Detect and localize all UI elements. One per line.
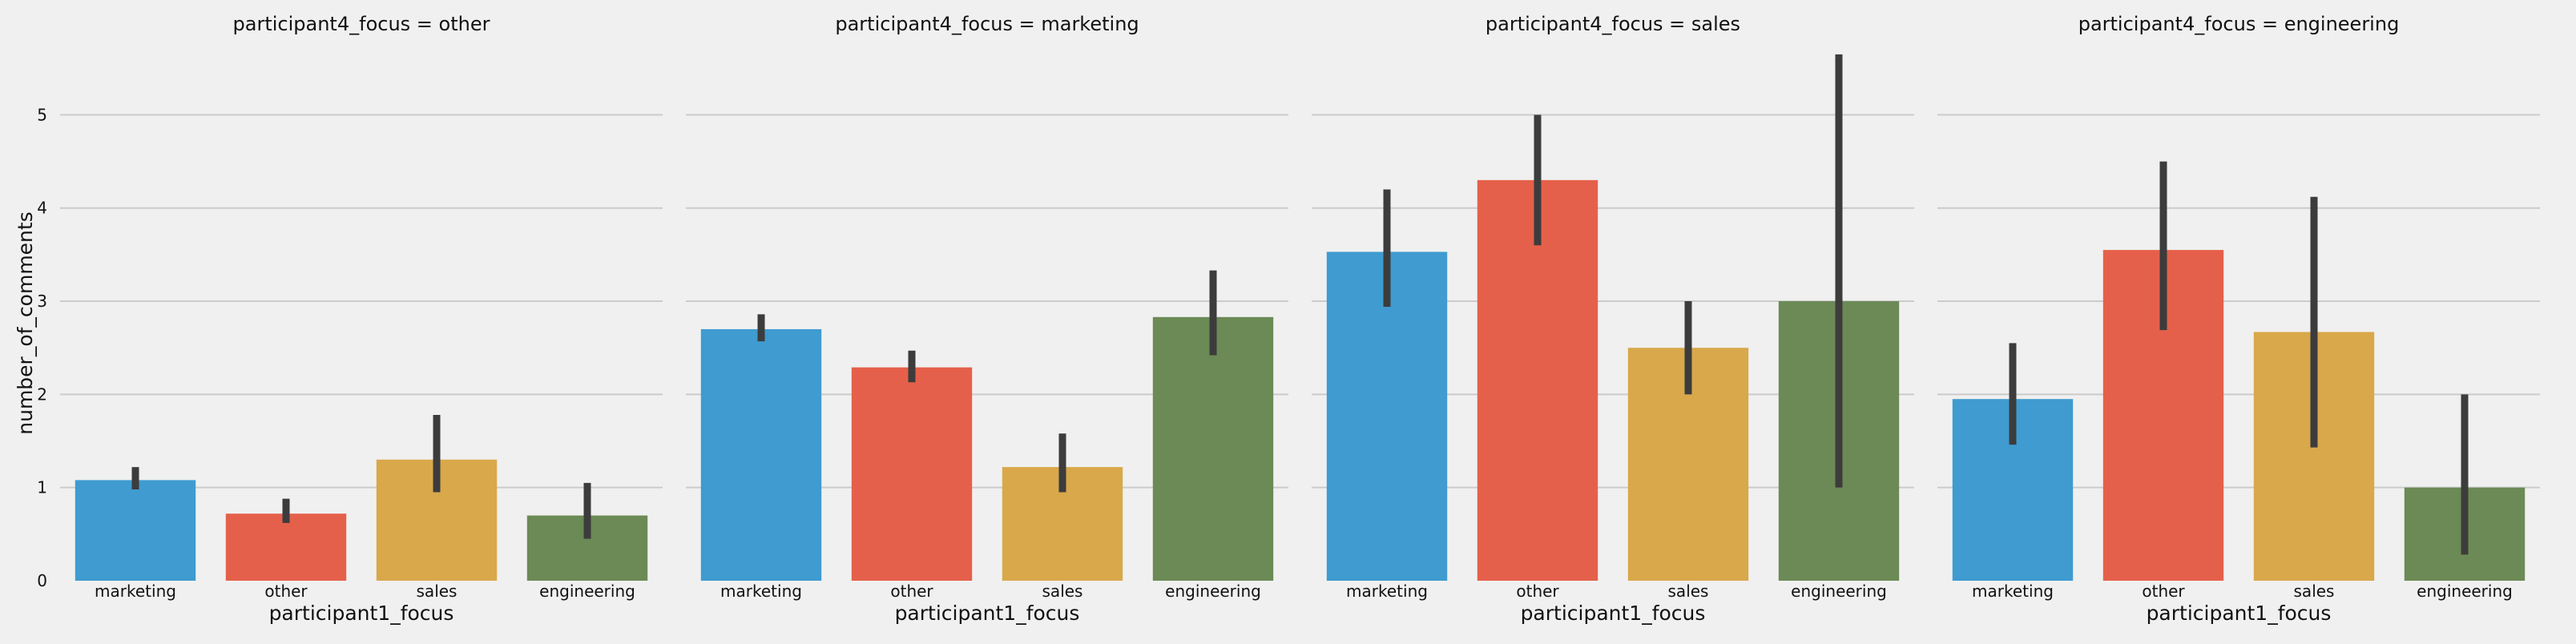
- x-tick-label: engineering: [1791, 582, 1887, 601]
- panel-title: participant4_focus = other: [233, 13, 490, 35]
- panel-title: participant4_focus = marketing: [835, 13, 1139, 35]
- x-tick-label: other: [2142, 582, 2185, 601]
- x-tick-label: marketing: [720, 582, 802, 601]
- x-tick-label: marketing: [1972, 582, 2054, 601]
- bar: [700, 328, 822, 581]
- bar: [1152, 316, 1274, 581]
- bar: [851, 367, 973, 581]
- x-axis-label: participant1_focus: [2147, 602, 2332, 625]
- x-tick-label: engineering: [1165, 582, 1261, 601]
- bar: [225, 513, 347, 581]
- x-tick-label: marketing: [1346, 582, 1428, 601]
- y-tick-label: 1: [37, 478, 47, 497]
- panel-title: participant4_focus = engineering: [2078, 13, 2400, 35]
- x-tick-label: other: [264, 582, 308, 601]
- y-tick-label: 5: [37, 105, 47, 124]
- x-tick-label: marketing: [95, 582, 176, 601]
- x-axis-label: participant1_focus: [895, 602, 1080, 625]
- y-tick-label: 0: [37, 571, 47, 590]
- x-tick-label: engineering: [2417, 582, 2513, 601]
- x-tick-label: sales: [1668, 582, 1709, 601]
- x-tick-label: sales: [2294, 582, 2335, 601]
- x-tick-label: engineering: [539, 582, 635, 601]
- x-tick-label: sales: [417, 582, 458, 601]
- bar: [75, 480, 196, 581]
- panel-title: participant4_focus = sales: [1486, 13, 1740, 35]
- y-axis-label: number_of_comments: [14, 211, 37, 434]
- y-tick-label: 3: [37, 292, 47, 311]
- y-tick-label: 2: [37, 384, 47, 404]
- x-axis-label: participant1_focus: [269, 602, 454, 625]
- x-tick-label: sales: [1042, 582, 1083, 601]
- bar: [1477, 179, 1598, 581]
- x-axis-label: participant1_focus: [1521, 602, 1706, 625]
- x-tick-label: other: [890, 582, 933, 601]
- y-tick-label: 4: [37, 199, 47, 218]
- x-tick-label: other: [1516, 582, 1559, 601]
